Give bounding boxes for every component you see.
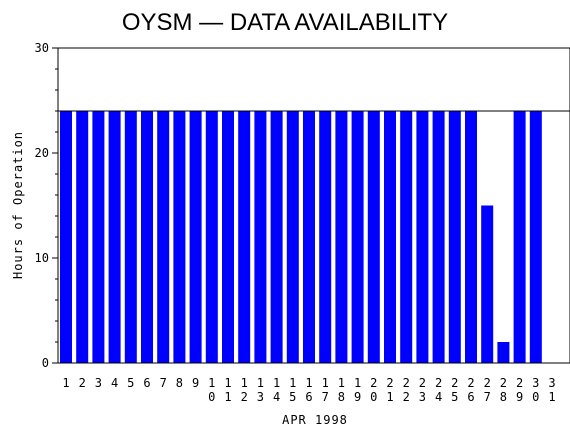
bar	[367, 111, 380, 363]
bar	[205, 111, 218, 363]
x-tick-label: 1	[62, 376, 69, 390]
bar	[319, 111, 332, 363]
x-tick-label: 2	[79, 376, 86, 390]
chart-title: OYSM — DATA AVAILABILITY	[122, 9, 448, 36]
bar	[141, 111, 153, 363]
bar	[254, 111, 267, 363]
bar	[108, 111, 121, 363]
x-tick-label: 7	[160, 376, 167, 390]
x-axis-label: APR 1998	[282, 413, 348, 427]
bar	[157, 111, 170, 363]
y-tick-label: 30	[35, 41, 49, 55]
y-axis-label: Hours of Operation	[11, 131, 25, 279]
bar	[189, 111, 202, 363]
bar	[416, 111, 429, 363]
y-axis: 0 10 20 30	[35, 41, 58, 370]
bar	[286, 111, 299, 363]
bar	[400, 111, 413, 363]
bar	[351, 111, 364, 363]
x-tick-label: 3	[95, 376, 102, 390]
bar	[173, 111, 186, 363]
x-tick-label: 5	[127, 376, 134, 390]
bar	[238, 111, 251, 363]
x-tick-label: 4	[111, 376, 118, 390]
x-tick-label: 6	[143, 376, 150, 390]
x-tick-label: 9	[192, 376, 199, 390]
bar	[124, 111, 137, 363]
bar	[529, 111, 542, 363]
bar	[481, 205, 494, 363]
bar	[303, 111, 315, 363]
bar	[335, 111, 348, 363]
bar	[60, 111, 72, 363]
bar	[92, 111, 105, 363]
plot-frame	[57, 47, 570, 364]
bar	[270, 111, 283, 363]
bar	[465, 111, 477, 363]
x-tick-label: 8	[176, 376, 183, 390]
bar	[497, 342, 510, 363]
x-axis: 1 2 3 4 5 6 7 8 9 1 01 11 21 31 41 51 61 71 81 92 02 12 22 32 42…	[62, 376, 555, 404]
bar	[222, 111, 234, 363]
y-tick-label: 10	[35, 251, 49, 265]
y-tick-label: 20	[35, 146, 49, 160]
bar	[432, 111, 445, 363]
bars	[60, 111, 542, 363]
bar	[384, 111, 396, 363]
bar	[76, 111, 89, 363]
bar	[513, 111, 526, 363]
bar	[448, 111, 461, 363]
y-tick-label: 0	[42, 356, 49, 370]
